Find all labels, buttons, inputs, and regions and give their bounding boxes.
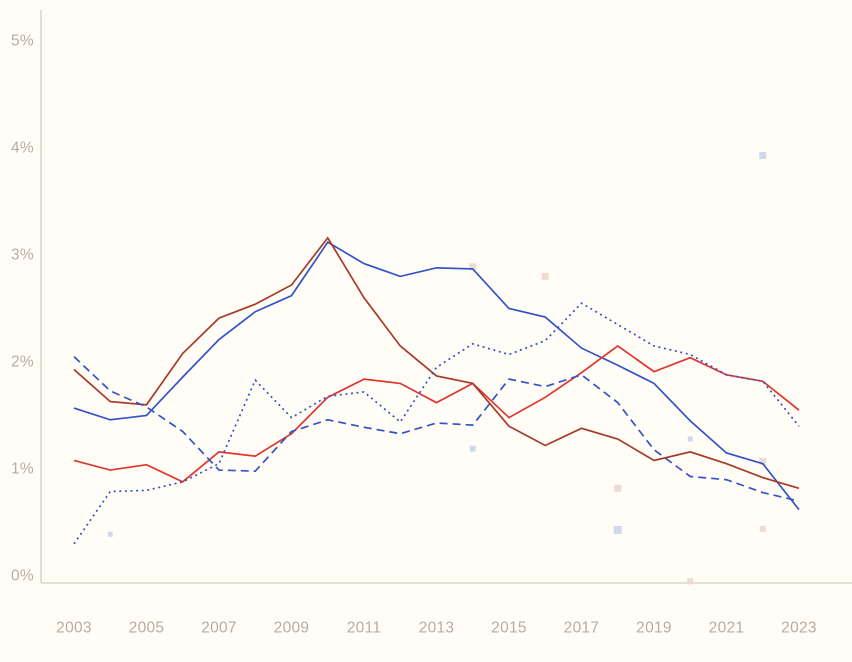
x-tick-label: 2015 [491, 620, 527, 637]
scatter-marker-pink [469, 263, 477, 271]
x-tick-label: 2019 [636, 620, 672, 637]
scatter-marker-pink [759, 525, 766, 532]
x-tick-label: 2009 [274, 620, 310, 637]
x-tick-label: 2005 [129, 620, 165, 637]
y-tick-label: 4% [11, 140, 34, 157]
scatter-marker-pink [614, 484, 622, 492]
series-red-solid [73, 344, 800, 483]
scatter-marker-pink [687, 578, 694, 585]
y-tick-label: 1% [11, 461, 34, 478]
y-tick-label: 3% [11, 247, 34, 264]
series-darkred-solid [73, 236, 800, 490]
series-blue-solid [73, 241, 800, 511]
y-tick-label: 0% [11, 568, 34, 585]
scatter-marker-lavender [613, 525, 622, 534]
scatter-marker-pink [759, 458, 767, 466]
x-tick-label: 2021 [709, 620, 745, 637]
x-tick-label: 2011 [347, 620, 382, 637]
y-tick-label: 2% [11, 354, 34, 371]
scatter-marker-lavender [759, 151, 767, 159]
x-tick-label: 2023 [781, 620, 817, 637]
x-tick-label: 2007 [201, 620, 237, 637]
x-tick-label: 2003 [56, 620, 92, 637]
scatter-marker-lavender [107, 531, 113, 537]
y-tick-label: 5% [11, 33, 34, 50]
scatter-marker-pink [541, 272, 549, 280]
scatter-marker-lavender [687, 436, 693, 442]
x-tick-label: 2013 [419, 620, 455, 637]
series-blue-dashed [73, 356, 800, 502]
scatter-marker-lavender [469, 445, 476, 452]
x-tick-label: 2017 [564, 620, 600, 637]
